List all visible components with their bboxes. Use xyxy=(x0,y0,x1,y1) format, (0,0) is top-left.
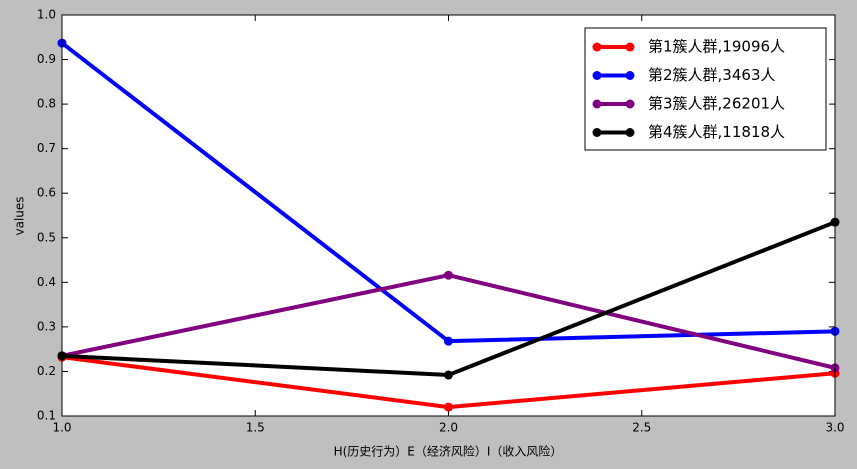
y-tick-label: 0.2 xyxy=(37,364,56,378)
point xyxy=(444,402,453,412)
x-tick-label: 2.5 xyxy=(632,421,651,435)
y-tick-label: 0.1 xyxy=(37,409,56,423)
legend-marker xyxy=(592,99,602,109)
x-tick-label: 2.0 xyxy=(439,421,458,435)
legend-marker xyxy=(625,42,635,52)
y-tick-label: 0.9 xyxy=(37,52,56,66)
y-tick-label: 0.5 xyxy=(37,230,56,244)
point xyxy=(444,336,453,346)
y-tick-label: 0.7 xyxy=(37,141,56,155)
plot-frame xyxy=(61,14,836,417)
y-tick-label: 0.3 xyxy=(37,319,56,333)
x-axis-label: H(历史行为）E（经济风险）I（收入风险） xyxy=(334,444,563,459)
y-tick-label: 1.0 xyxy=(37,8,56,22)
legend-label: 第1簇人群,19096人 xyxy=(648,38,785,56)
legend-marker xyxy=(592,128,602,137)
point xyxy=(444,270,453,280)
point xyxy=(444,370,453,380)
legend-label: 第4簇人群,11818人 xyxy=(648,123,785,141)
y-tick-label: 0.6 xyxy=(37,186,56,200)
legend-marker xyxy=(592,71,602,80)
x-tick-label: 1.5 xyxy=(246,421,265,435)
legend-marker xyxy=(592,42,602,52)
legend-marker xyxy=(625,99,635,109)
y-axis-label: values xyxy=(13,196,27,235)
x-tick-label: 3.0 xyxy=(825,421,844,435)
legend-label: 第3簇人群,26201人 xyxy=(648,95,785,113)
x-tick-label: 1.0 xyxy=(52,421,71,435)
legend-label: 第2簇人群,3463人 xyxy=(648,66,776,84)
y-tick-label: 0.4 xyxy=(37,275,56,289)
y-tick-label: 0.8 xyxy=(37,97,56,111)
legend-marker xyxy=(625,128,635,137)
legend-marker xyxy=(625,71,635,80)
